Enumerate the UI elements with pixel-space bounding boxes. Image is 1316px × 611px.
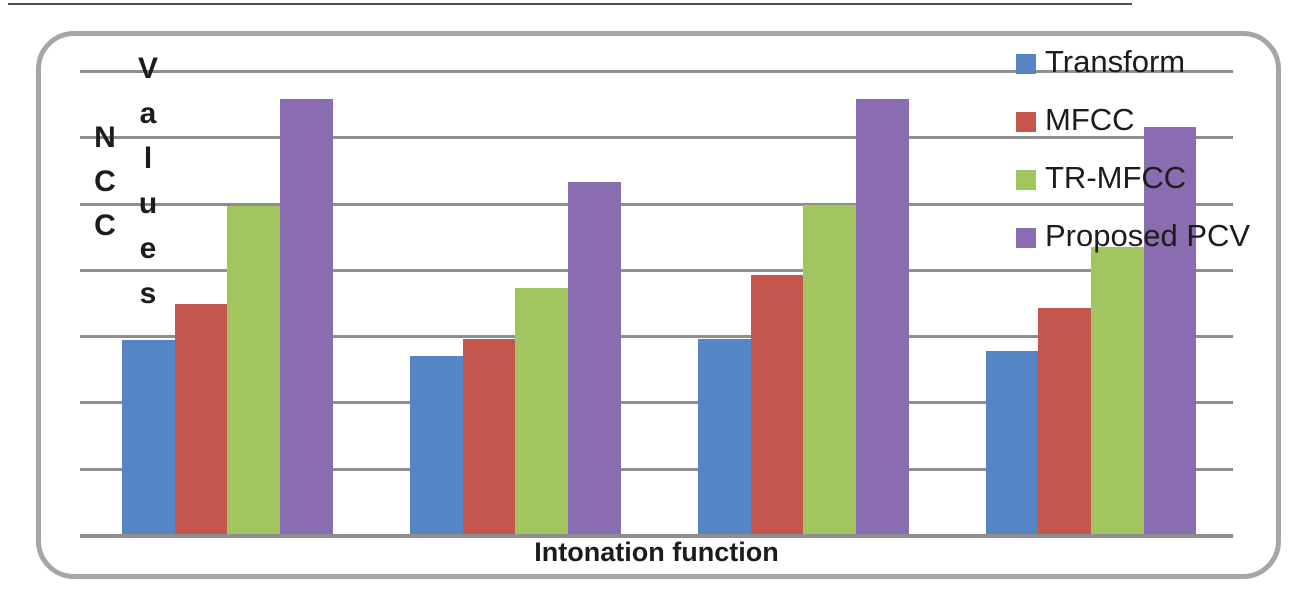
y-axis-letter: C: [94, 209, 116, 242]
bar-transform-group3: [698, 339, 751, 535]
bar-mfcc-group2: [462, 339, 516, 535]
y-axis-letter: N: [94, 121, 116, 154]
legend-item-transform: Transform: [1016, 44, 1185, 80]
bar-mfcc-group1: [174, 304, 228, 535]
gridline: [80, 467, 1233, 471]
bar-transform-group1: [122, 340, 175, 535]
legend-label: TR-MFCC: [1045, 160, 1187, 195]
legend-label: MFCC: [1045, 102, 1135, 137]
legend-item-mfcc: MFCC: [1016, 102, 1135, 138]
legend-label: Transform: [1045, 44, 1186, 79]
y-axis-letter: e: [139, 232, 157, 265]
bar-tr-mfcc-group2: [515, 288, 569, 535]
bar-tr-mfcc-group3: [803, 204, 857, 535]
legend-label: Proposed PCV: [1045, 218, 1251, 253]
bar-proposed-pcv-group4: [1143, 126, 1197, 535]
x-axis-label: Intonation function: [534, 537, 779, 567]
gridline: [80, 136, 1233, 140]
legend-item-proposed-pcv: Proposed PCV: [1016, 218, 1250, 254]
legend-swatch-icon: [1016, 112, 1036, 132]
gridline: [80, 202, 1233, 206]
gridline: [80, 335, 1233, 339]
legend-swatch-icon: [1016, 170, 1036, 190]
gridline: [80, 70, 1233, 73]
figure-frame: [36, 31, 1281, 579]
bar-proposed-pcv-group3: [856, 98, 909, 535]
bar-mfcc-group4: [1038, 308, 1091, 535]
top-edge-line: [8, 3, 1132, 5]
y-axis-letter: V: [137, 52, 158, 85]
bar-proposed-pcv-group1: [280, 98, 333, 535]
y-axis-letter: C: [94, 165, 116, 198]
legend-swatch-icon: [1016, 228, 1036, 248]
legend-item-tr-mfcc: TR-MFCC: [1016, 160, 1186, 196]
bar-tr-mfcc-group1: [227, 206, 281, 535]
bar-tr-mfcc-group4: [1090, 247, 1144, 535]
gridline: [80, 401, 1233, 405]
y-axis-letter: l: [143, 142, 153, 175]
bar-transform-group2: [410, 356, 463, 535]
gridline: [80, 268, 1233, 272]
y-axis-letter: s: [139, 277, 157, 310]
bar-transform-group4: [985, 351, 1039, 535]
bar-mfcc-group3: [750, 275, 804, 535]
y-axis-letter: u: [138, 187, 158, 220]
legend-swatch-icon: [1016, 54, 1036, 74]
y-axis-letter: a: [139, 97, 157, 130]
x-axis-line: [80, 534, 1233, 538]
bar-proposed-pcv-group2: [568, 182, 621, 535]
